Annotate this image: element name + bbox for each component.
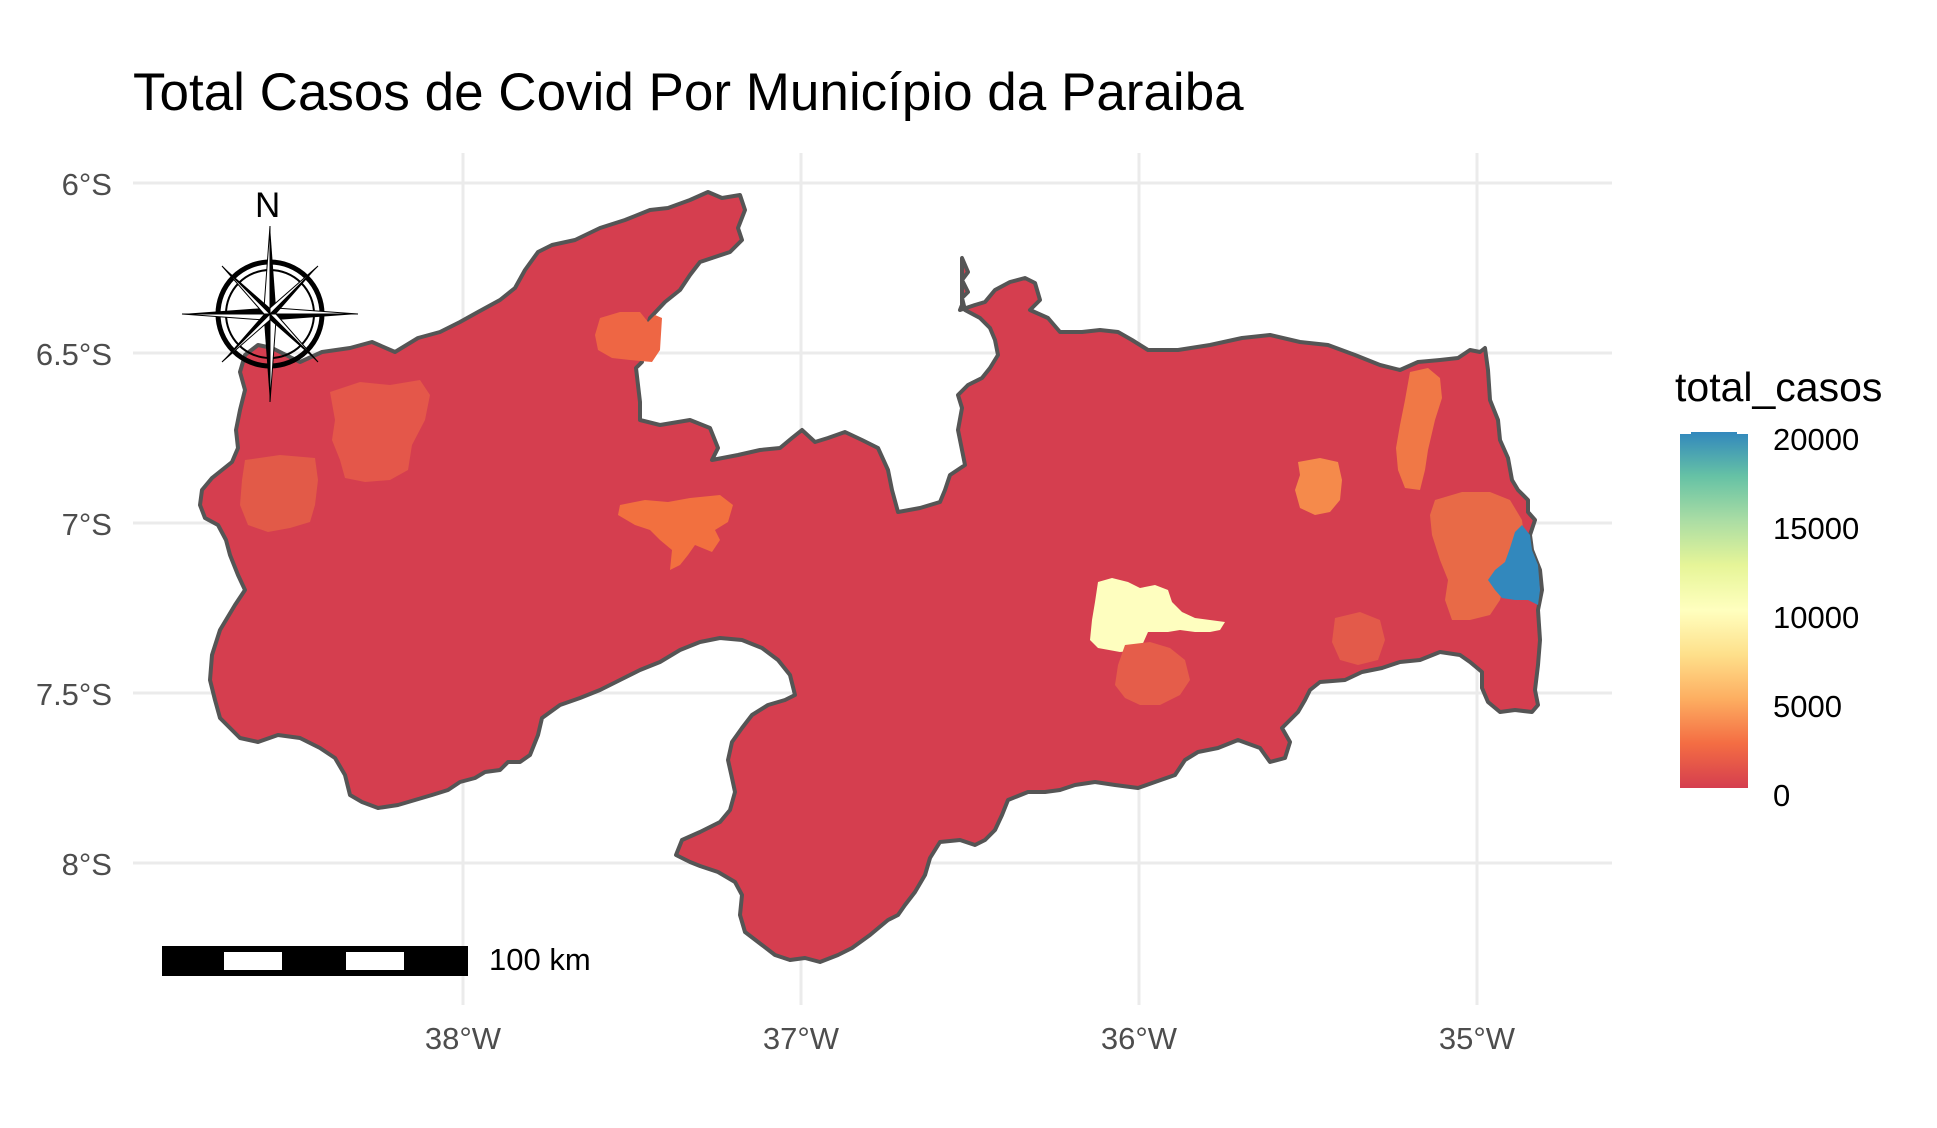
legend-tick-20000: 20000 — [1773, 422, 1860, 457]
region-northwest-patch — [330, 380, 430, 482]
region-southeast-patch — [1332, 612, 1385, 665]
map-title: Total Casos de Covid Por Município da Pa… — [133, 63, 1244, 122]
legend-title: total_casos — [1675, 364, 1883, 410]
lon-label-35w: 35°W — [1438, 1021, 1516, 1056]
lat-label-6s: 6°S — [61, 167, 112, 202]
legend-colorbar — [1680, 432, 1748, 788]
region-coastal-capital-highlight — [1488, 525, 1540, 605]
compass-rose-icon — [181, 225, 359, 403]
legend-tick-5000: 5000 — [1773, 689, 1842, 724]
legend-tick-0: 0 — [1773, 778, 1791, 813]
north-arrow-label: N — [255, 186, 281, 225]
lat-label-7-5s: 7.5°S — [35, 677, 112, 712]
region-central-east-patch — [1295, 458, 1342, 515]
lon-label-36w: 36°W — [1100, 1021, 1178, 1056]
region-west-patch — [240, 455, 318, 532]
region-inland-city-highlight — [1090, 578, 1225, 652]
legend-tick-mark-left — [1680, 432, 1691, 434]
region-central-west-city — [618, 495, 733, 570]
legend-tick-mark-right — [1737, 432, 1748, 434]
lat-label-8s: 8°S — [61, 847, 112, 882]
lon-label-38w: 38°W — [424, 1021, 502, 1056]
scale-bar — [162, 946, 468, 976]
legend-tick-10000: 10000 — [1773, 600, 1860, 635]
lat-label-6-5s: 6.5°S — [35, 337, 112, 372]
region-east-north-patch — [1396, 368, 1442, 490]
region-south-inland-patch — [1115, 642, 1190, 705]
state-paraiba-shape — [198, 190, 1544, 964]
lon-label-37w: 37°W — [762, 1021, 840, 1056]
lat-label-7s: 7°S — [61, 507, 112, 542]
region-north-patch — [595, 312, 662, 362]
scale-bar-label: 100 km — [489, 942, 591, 977]
legend-tick-15000: 15000 — [1773, 511, 1860, 546]
